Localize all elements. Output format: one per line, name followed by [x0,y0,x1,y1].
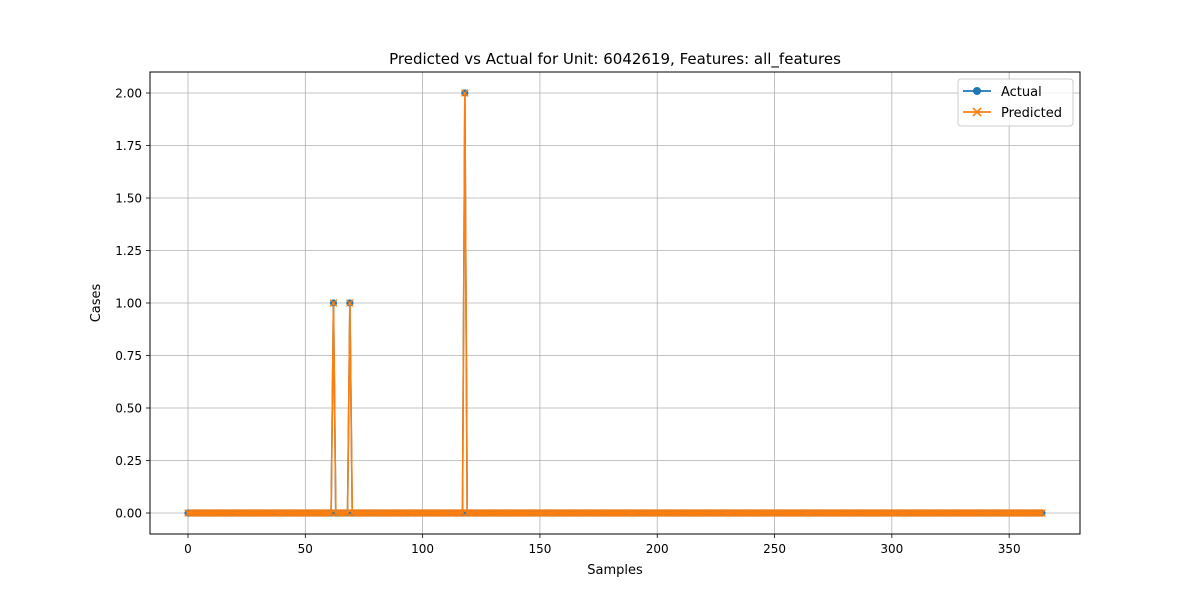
x-axis-label: Samples [587,563,643,578]
legend-actual-marker [973,87,981,95]
y-tick-label: 2.00 [115,87,142,101]
y-tick-label: 1.00 [115,297,142,311]
x-tick-label: 350 [998,542,1021,556]
predicted-point [324,509,333,517]
predicted-point [329,299,338,307]
series-predicted [184,89,1046,517]
x-axis-ticks: 0 50 100 150 200 250 300 350 [184,534,1021,556]
x-tick-label: 100 [411,542,434,556]
legend-predicted-marker [972,107,982,117]
x-tick-label: 250 [763,542,786,556]
predicted-point [346,299,354,307]
y-axis-ticks: 0.00 0.25 0.50 0.75 1.00 1.25 1.50 1.75 2.00 [115,87,150,521]
series-layer [184,89,1046,517]
predicted-point [1035,509,1044,517]
y-tick-label: 0.50 [115,402,142,416]
legend-actual-label: Actual [1001,85,1042,100]
y-axis-label: Cases [89,283,104,322]
y-tick-label: 0.75 [115,349,142,363]
x-tick-label: 0 [184,542,192,556]
y-tick-label: 1.50 [115,192,142,206]
x-tick-label: 300 [880,542,903,556]
predicted-point [1038,509,1046,517]
legend-predicted-label: Predicted [1001,106,1062,121]
predicted-point [456,509,465,517]
y-tick-label: 0.25 [115,454,142,468]
predicted-point [341,509,350,517]
x-tick-label: 200 [646,542,669,556]
x-tick-label: 150 [528,542,551,556]
x-tick-label: 50 [298,542,313,556]
predicted-point [460,89,469,97]
chart-title: Predicted vs Actual for Unit: 6042619, F… [389,50,841,69]
legend: Actual Predicted [957,78,1074,127]
y-tick-label: 1.75 [115,139,142,153]
y-tick-label: 0.00 [115,507,142,521]
y-tick-label: 1.25 [115,244,142,258]
